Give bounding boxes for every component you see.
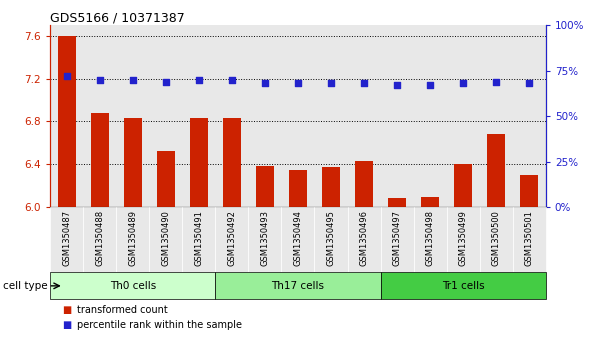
FancyBboxPatch shape [480, 207, 513, 272]
Bar [157, 151, 175, 207]
Point [425, 82, 435, 88]
Text: GSM1350495: GSM1350495 [326, 210, 336, 266]
Text: percentile rank within the sample: percentile rank within the sample [77, 320, 242, 330]
Bar [289, 170, 307, 207]
Text: GSM1350490: GSM1350490 [161, 210, 171, 266]
FancyBboxPatch shape [182, 207, 215, 272]
Text: GSM1350494: GSM1350494 [293, 210, 303, 266]
Text: ■: ■ [62, 320, 71, 330]
Text: GSM1350496: GSM1350496 [359, 210, 369, 266]
Bar [248, 25, 281, 207]
Text: GSM1350498: GSM1350498 [425, 210, 435, 266]
Text: transformed count: transformed count [77, 305, 168, 315]
Bar [388, 198, 406, 207]
Bar [215, 25, 248, 207]
Bar [513, 25, 546, 207]
Point [326, 81, 336, 86]
Point [161, 79, 171, 85]
Bar [91, 113, 109, 207]
Bar [447, 25, 480, 207]
Text: GSM1350501: GSM1350501 [525, 210, 534, 266]
FancyBboxPatch shape [149, 207, 182, 272]
Text: GSM1350489: GSM1350489 [128, 210, 137, 266]
Bar [124, 118, 142, 207]
Point [525, 81, 534, 86]
FancyBboxPatch shape [281, 207, 314, 272]
Text: ■: ■ [62, 305, 71, 315]
Point [491, 79, 501, 85]
Bar [520, 175, 538, 207]
FancyBboxPatch shape [215, 207, 248, 272]
Bar [116, 25, 149, 207]
Point [458, 81, 468, 86]
Text: Th0 cells: Th0 cells [110, 281, 156, 291]
Bar [223, 118, 241, 207]
FancyBboxPatch shape [513, 207, 546, 272]
Bar [83, 25, 116, 207]
Text: GSM1350493: GSM1350493 [260, 210, 270, 266]
Text: GSM1350497: GSM1350497 [392, 210, 402, 266]
Point [293, 81, 303, 86]
Bar [480, 25, 513, 207]
Bar [215, 272, 381, 299]
Bar [414, 25, 447, 207]
Point [95, 77, 104, 83]
Point [227, 77, 237, 83]
Bar [182, 25, 215, 207]
Point [260, 81, 270, 86]
Bar [314, 25, 348, 207]
FancyBboxPatch shape [414, 207, 447, 272]
FancyBboxPatch shape [447, 207, 480, 272]
Text: GSM1350488: GSM1350488 [95, 210, 104, 266]
FancyBboxPatch shape [50, 207, 83, 272]
Text: GSM1350492: GSM1350492 [227, 210, 237, 266]
Bar [58, 36, 76, 207]
Text: Th17 cells: Th17 cells [271, 281, 325, 291]
Text: cell type: cell type [2, 281, 47, 291]
FancyBboxPatch shape [348, 207, 381, 272]
FancyBboxPatch shape [381, 207, 414, 272]
Text: GSM1350491: GSM1350491 [194, 210, 204, 266]
Bar [190, 118, 208, 207]
Text: GSM1350500: GSM1350500 [491, 210, 501, 266]
Bar [322, 167, 340, 207]
FancyBboxPatch shape [248, 207, 281, 272]
Bar [381, 25, 414, 207]
Point [128, 77, 137, 83]
FancyBboxPatch shape [314, 207, 348, 272]
Point [62, 73, 71, 79]
Point [194, 77, 204, 83]
Text: GSM1350499: GSM1350499 [458, 210, 468, 266]
Text: GDS5166 / 10371387: GDS5166 / 10371387 [50, 11, 185, 24]
Bar [281, 25, 314, 207]
FancyBboxPatch shape [83, 207, 116, 272]
Bar [256, 166, 274, 207]
Bar [355, 161, 373, 207]
Text: GSM1350487: GSM1350487 [62, 210, 71, 266]
Point [392, 82, 402, 88]
Bar [50, 272, 215, 299]
Bar [50, 25, 83, 207]
Point [359, 81, 369, 86]
Bar [454, 164, 472, 207]
Bar [149, 25, 182, 207]
FancyBboxPatch shape [116, 207, 149, 272]
Bar [487, 134, 505, 207]
Bar [348, 25, 381, 207]
Text: Tr1 cells: Tr1 cells [442, 281, 484, 291]
Bar [381, 272, 546, 299]
Bar [421, 197, 439, 207]
